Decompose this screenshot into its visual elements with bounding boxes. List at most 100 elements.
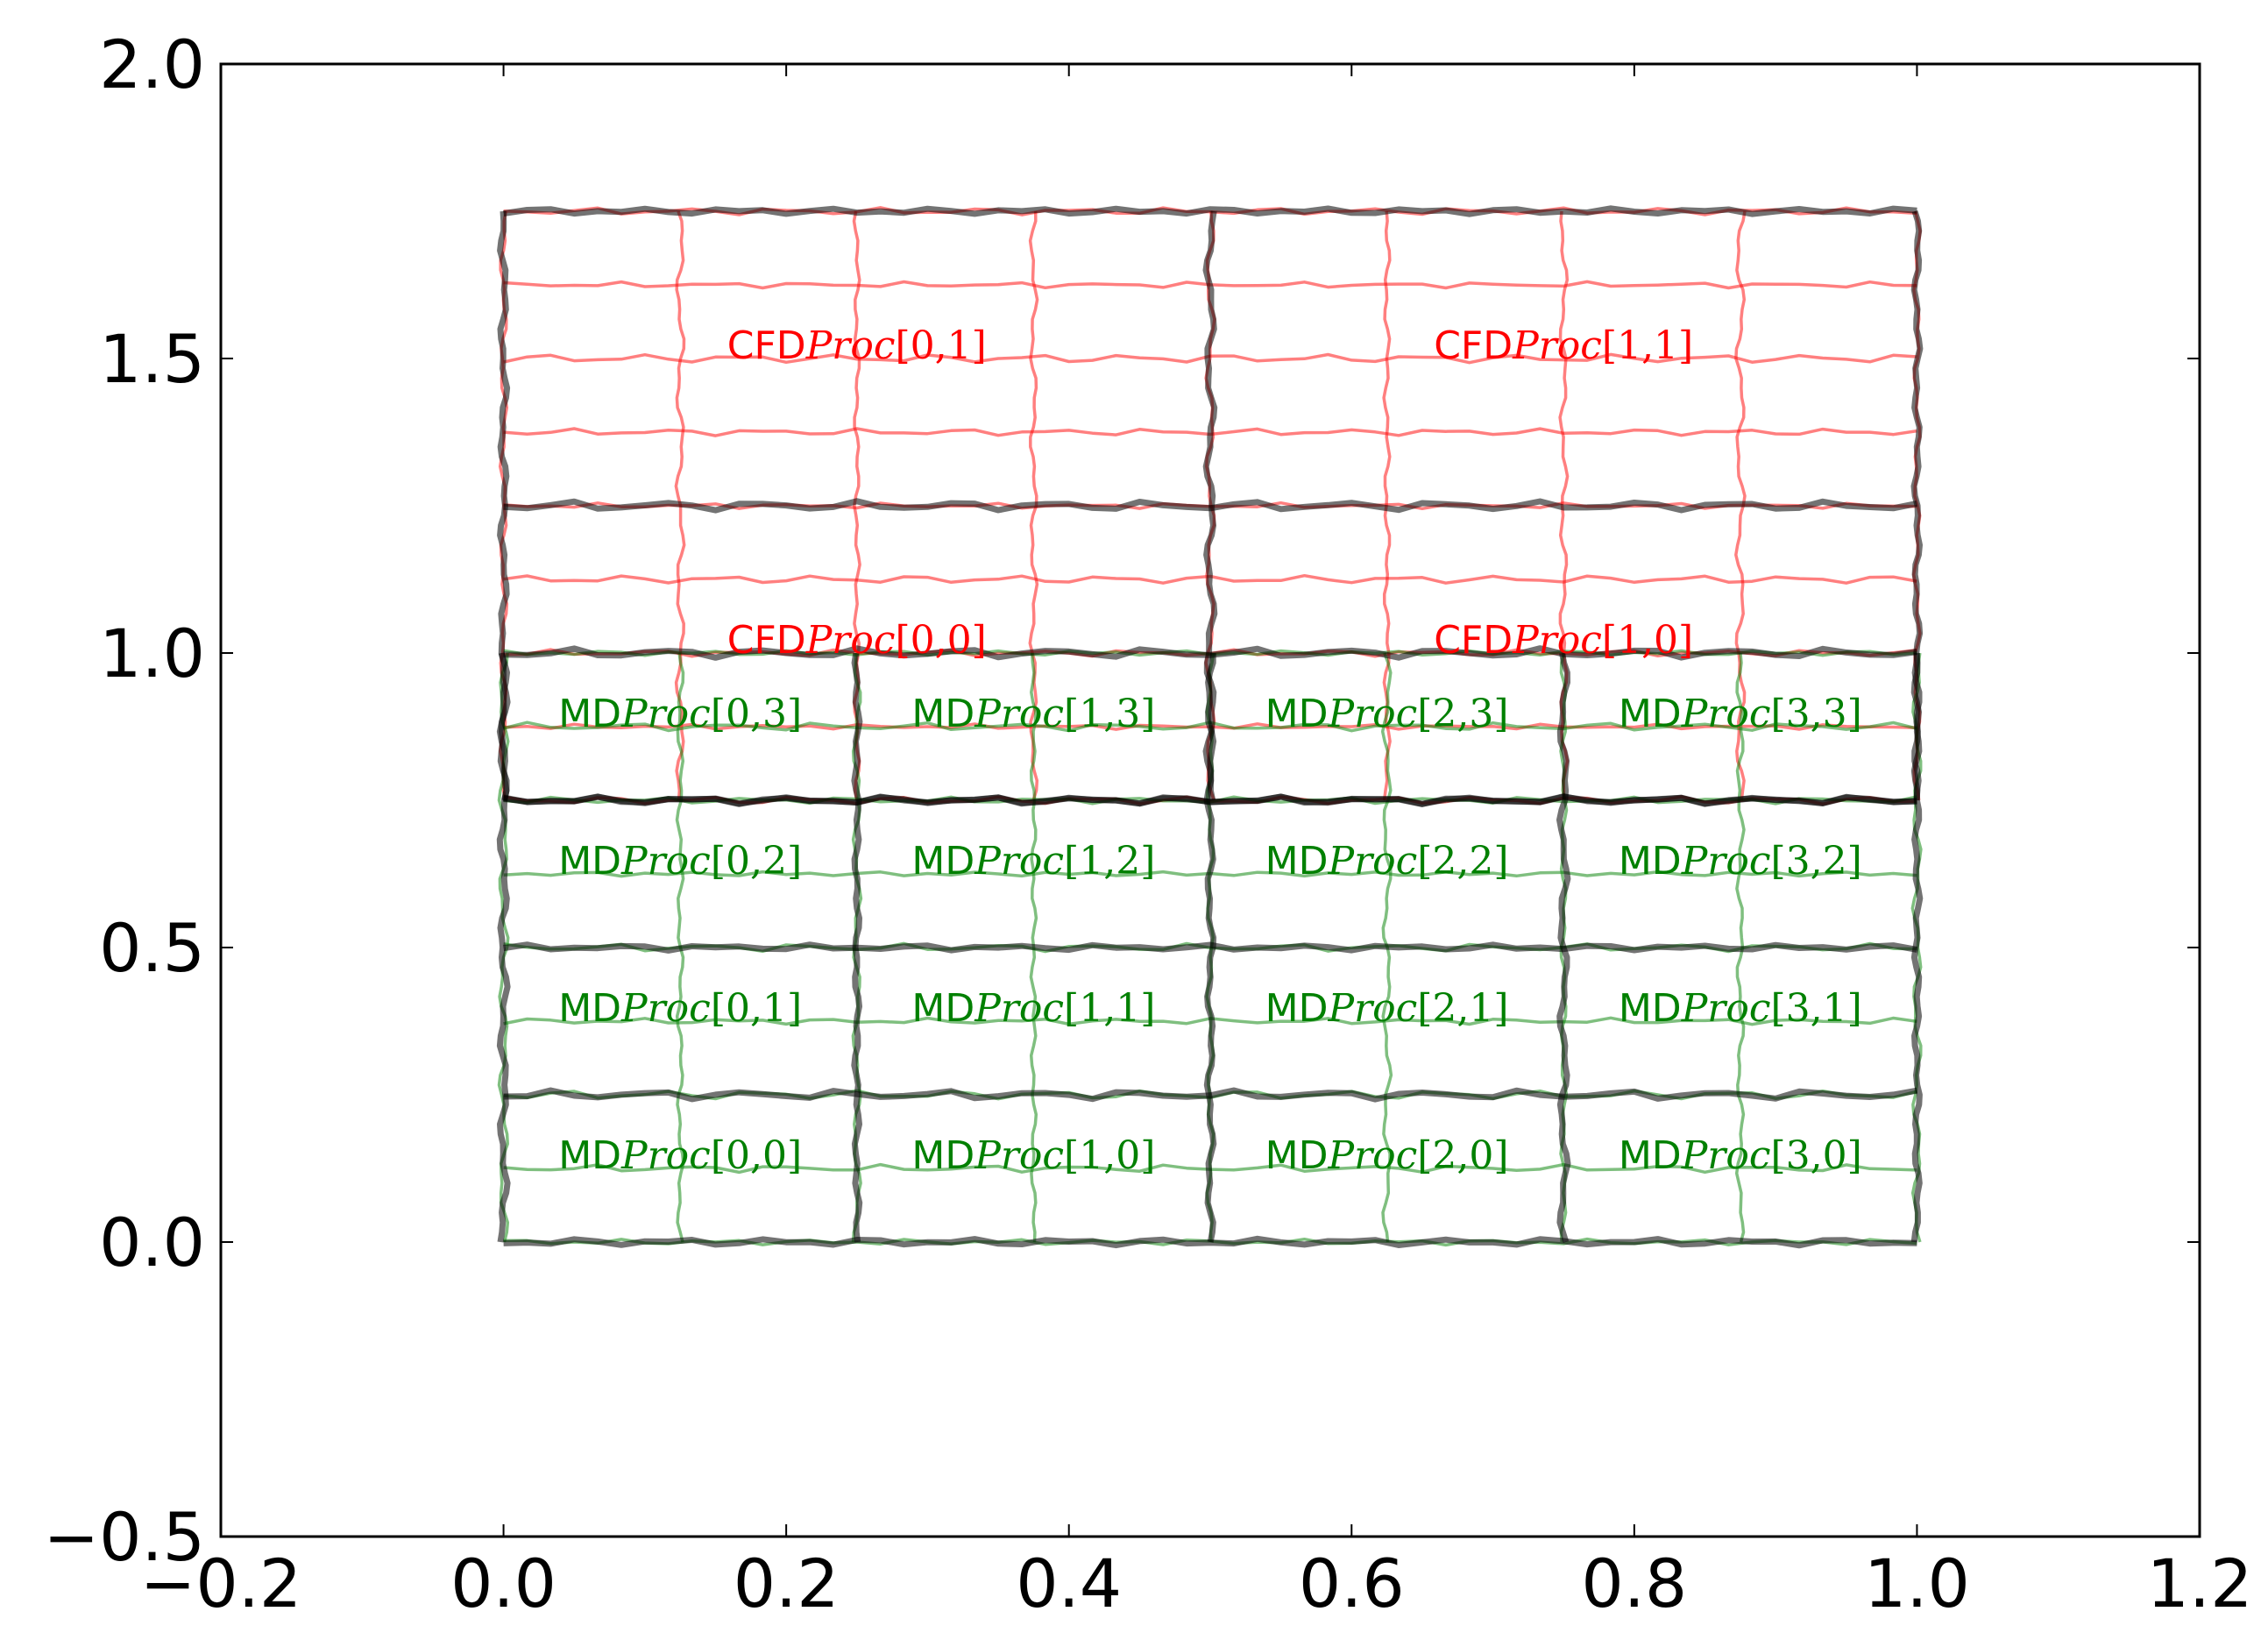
proc-label-prefix: MD bbox=[558, 839, 621, 884]
md-processor-boundaries-hline-0 bbox=[503, 1235, 1917, 1249]
proc-label-math: Proc bbox=[974, 1133, 1064, 1178]
y-tick-label: 2.0 bbox=[99, 25, 205, 103]
proc-label-prefix: MD bbox=[1265, 692, 1329, 736]
proc-label: MDProc[0,2] bbox=[558, 839, 802, 884]
proc-label-math: Proc bbox=[1327, 692, 1417, 736]
proc-label-index: [2,2] bbox=[1417, 839, 1508, 884]
proc-label-index: [1,2] bbox=[1064, 839, 1155, 884]
md-processor-boundaries-vline-0 bbox=[496, 652, 511, 1243]
proc-label: MDProc[3,0] bbox=[1619, 1133, 1862, 1178]
x-tick-label: −0.2 bbox=[140, 1544, 302, 1622]
ticks-layer: −0.2 0.0 0.2 0.4 0.6 0.8 1.0 1.2 −0.5 0.0 0.5 1.0 1.… bbox=[43, 25, 2252, 1622]
proc-label-prefix: MD bbox=[1619, 692, 1682, 736]
proc-label-math: Proc bbox=[974, 986, 1064, 1031]
y-tick-label: 0.5 bbox=[99, 909, 205, 987]
proc-label-index: [1,0] bbox=[1064, 1133, 1155, 1178]
proc-label-prefix: MD bbox=[558, 1133, 621, 1178]
proc-label-index: [2,1] bbox=[1417, 986, 1508, 1031]
proc-label-index: [1,0] bbox=[1602, 618, 1693, 663]
md-processor-boundaries-hline-2 bbox=[503, 941, 1918, 954]
proc-label: MDProc[0,1] bbox=[558, 986, 802, 1031]
proc-label: MDProc[2,2] bbox=[1265, 839, 1509, 884]
md-processor-boundaries bbox=[496, 645, 1924, 1249]
proc-label-math: Proc bbox=[620, 1133, 711, 1178]
proc-label: MDProc[1,3] bbox=[911, 692, 1155, 736]
proc-label-math: Proc bbox=[620, 986, 711, 1031]
proc-label-prefix: MD bbox=[1619, 1133, 1682, 1178]
proc-label-index: [3,3] bbox=[1770, 692, 1861, 736]
proc-label-prefix: MD bbox=[911, 692, 975, 736]
x-tick-label: 0.8 bbox=[1581, 1544, 1687, 1622]
y-tick-label: 1.5 bbox=[99, 320, 205, 398]
proc-label-math: Proc bbox=[620, 692, 711, 736]
proc-label-prefix: CFD bbox=[1434, 618, 1513, 663]
proc-label-index: [1,1] bbox=[1602, 323, 1693, 368]
proc-label-index: [3,1] bbox=[1770, 986, 1861, 1031]
proc-label-index: [0,1] bbox=[711, 986, 802, 1031]
proc-label-index: [0,3] bbox=[711, 692, 802, 736]
md-processor-boundaries-hline-1 bbox=[503, 1087, 1918, 1103]
proc-label-index: [0,0] bbox=[895, 618, 986, 663]
x-tick-label: 0.2 bbox=[734, 1544, 840, 1622]
proc-label-math: Proc bbox=[1327, 986, 1417, 1031]
grid-lines-layer bbox=[496, 205, 1924, 1249]
proc-label-prefix: MD bbox=[1265, 1133, 1329, 1178]
proc-label: MDProc[1,2] bbox=[911, 839, 1155, 884]
proc-label-math: Proc bbox=[1512, 618, 1602, 663]
proc-label-index: [3,0] bbox=[1770, 1133, 1861, 1178]
proc-label: MDProc[1,1] bbox=[911, 986, 1155, 1031]
proc-label-math: Proc bbox=[1681, 839, 1771, 884]
proc-label-math: Proc bbox=[1327, 1133, 1417, 1178]
x-tick-label: 0.0 bbox=[450, 1544, 556, 1622]
proc-label-prefix: MD bbox=[558, 692, 621, 736]
proc-label-index: [2,0] bbox=[1417, 1133, 1508, 1178]
y-tick-label: −0.5 bbox=[43, 1498, 205, 1576]
proc-label: MDProc[0,0] bbox=[558, 1133, 802, 1178]
proc-label-math: Proc bbox=[805, 323, 896, 368]
proc-label-math: Proc bbox=[805, 618, 896, 663]
proc-label: MDProc[3,1] bbox=[1619, 986, 1862, 1031]
proc-label-prefix: MD bbox=[911, 1133, 975, 1178]
proc-label-math: Proc bbox=[1681, 1133, 1771, 1178]
axes-frame bbox=[219, 62, 2201, 1538]
proc-label-math: Proc bbox=[1681, 986, 1771, 1031]
x-tick-label: 1.2 bbox=[2147, 1544, 2253, 1622]
proc-label-index: [3,2] bbox=[1770, 839, 1861, 884]
proc-label-prefix: CFD bbox=[727, 323, 806, 368]
proc-label: MDProc[0,3] bbox=[558, 692, 802, 736]
proc-label-math: Proc bbox=[1681, 692, 1771, 736]
proc-label-prefix: MD bbox=[1265, 986, 1329, 1031]
proc-label-prefix: MD bbox=[911, 986, 975, 1031]
proc-label-prefix: MD bbox=[558, 986, 621, 1031]
y-tick-label: 0.0 bbox=[99, 1203, 205, 1281]
proc-label-prefix: CFD bbox=[1434, 323, 1513, 368]
proc-label-index: [0,0] bbox=[711, 1133, 802, 1178]
proc-label-prefix: MD bbox=[1619, 839, 1682, 884]
proc-label-math: Proc bbox=[620, 839, 711, 884]
proc-label-index: [1,3] bbox=[1064, 692, 1155, 736]
y-tick-label: 1.0 bbox=[99, 614, 205, 692]
x-tick-label: 0.4 bbox=[1016, 1544, 1122, 1622]
proc-label-index: [0,1] bbox=[895, 323, 986, 368]
processor-labels-layer: CFDProc[0,1] CFDProc[1,1]CFDProc[0,0] CFDP… bbox=[558, 323, 1862, 1178]
proc-label-prefix: MD bbox=[911, 839, 975, 884]
x-tick-label: 0.6 bbox=[1299, 1544, 1405, 1622]
proc-label: CFDProc[0,0] bbox=[727, 618, 987, 663]
proc-label-prefix: MD bbox=[1265, 839, 1329, 884]
proc-label: MDProc[3,3] bbox=[1619, 692, 1862, 736]
proc-label: MDProc[1,0] bbox=[911, 1133, 1155, 1178]
cfd-processor-boundaries-hline-1 bbox=[503, 498, 1918, 514]
proc-label: MDProc[3,2] bbox=[1619, 839, 1862, 884]
proc-label-math: Proc bbox=[1512, 323, 1602, 368]
md-processor-boundaries-hline-3 bbox=[502, 793, 1917, 807]
proc-label: CFDProc[1,1] bbox=[1434, 323, 1693, 368]
proc-label: MDProc[2,3] bbox=[1265, 692, 1509, 736]
proc-label: MDProc[2,0] bbox=[1265, 1133, 1509, 1178]
proc-label-math: Proc bbox=[1327, 839, 1417, 884]
x-tick-label: 1.0 bbox=[1864, 1544, 1970, 1622]
proc-label-index: [1,1] bbox=[1064, 986, 1155, 1031]
proc-label: MDProc[2,1] bbox=[1265, 986, 1509, 1031]
proc-label: CFDProc[0,1] bbox=[727, 323, 987, 368]
proc-label: CFDProc[1,0] bbox=[1434, 618, 1693, 663]
